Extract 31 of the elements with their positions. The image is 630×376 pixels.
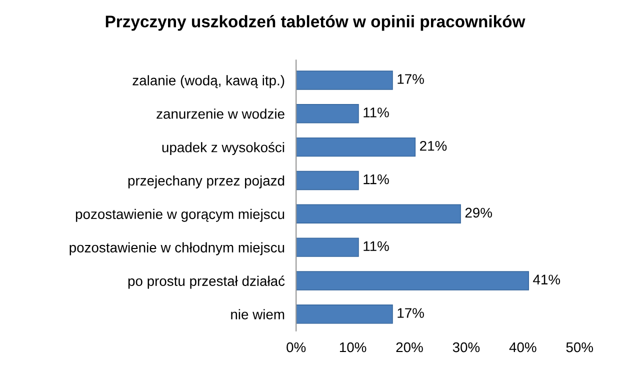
bar bbox=[296, 238, 359, 257]
bar bbox=[296, 271, 529, 290]
data-label: 11% bbox=[364, 108, 389, 118]
data-label: 29% bbox=[465, 208, 492, 218]
data-label: 11% bbox=[364, 174, 389, 184]
y-tick-label: zanurzenie w wodzie bbox=[156, 108, 284, 119]
y-tick-label: upadek z wysokości bbox=[162, 142, 284, 156]
bar bbox=[296, 137, 416, 157]
bar bbox=[296, 204, 461, 224]
y-tick-label: zalanie (wodą, kawą itp.) bbox=[132, 75, 284, 88]
bar bbox=[296, 70, 393, 90]
data-label: 11% bbox=[364, 241, 389, 251]
bar bbox=[296, 170, 359, 190]
x-tick-label: 40% bbox=[509, 342, 536, 352]
data-label: 17% bbox=[398, 74, 424, 84]
x-tick-label: 10% bbox=[340, 342, 366, 352]
x-tick-label: 30% bbox=[452, 342, 480, 352]
x-tick-label: 0% bbox=[286, 342, 306, 352]
y-tick-label: po prostu przestał działać bbox=[128, 276, 285, 289]
bar bbox=[296, 104, 359, 124]
y-tick-label: przejechany przez pojazd bbox=[128, 175, 284, 188]
y-tick-label: pozostawienie w chłodnym miejscu bbox=[70, 242, 284, 256]
data-label: 21% bbox=[420, 140, 447, 151]
x-tick-label: 20% bbox=[396, 342, 423, 352]
y-tick-label: pozostawienie w gorącym miejscu bbox=[76, 208, 284, 222]
chart-title: Przyczyny uszkodzeń tabletów w opinii pracowników bbox=[106, 15, 526, 31]
y-tick-label: nie wiem bbox=[231, 309, 284, 320]
data-label: 17% bbox=[398, 308, 424, 318]
bar bbox=[296, 304, 393, 324]
data-label: 41% bbox=[533, 274, 560, 284]
x-tick-label: 50% bbox=[566, 342, 594, 352]
